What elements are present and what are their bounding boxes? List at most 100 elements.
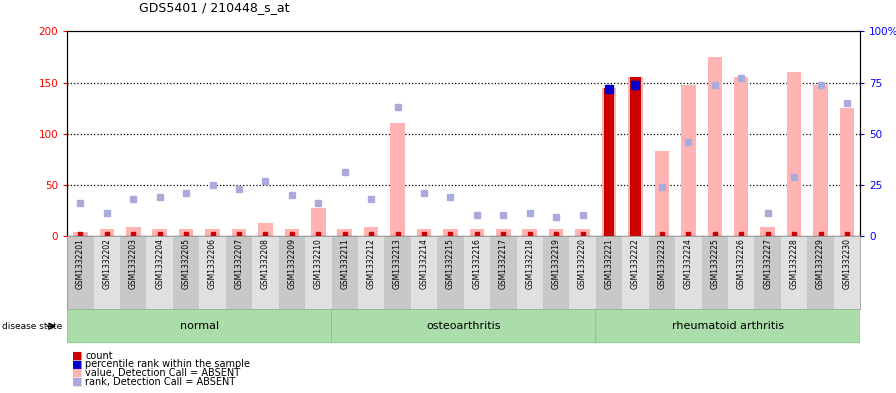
Bar: [199, 236, 226, 309]
Bar: [596, 236, 623, 309]
FancyBboxPatch shape: [67, 310, 332, 343]
Bar: [173, 236, 199, 309]
Bar: [833, 236, 860, 309]
Bar: [279, 236, 305, 309]
Bar: [754, 236, 780, 309]
Bar: [147, 236, 173, 309]
Text: GSM1332212: GSM1332212: [366, 238, 375, 289]
Text: GSM1332221: GSM1332221: [605, 238, 614, 289]
Bar: [570, 236, 596, 309]
Text: GSM1332227: GSM1332227: [763, 238, 772, 289]
Text: GSM1332204: GSM1332204: [155, 238, 164, 289]
Text: ■: ■: [72, 351, 82, 361]
Bar: [787, 72, 801, 236]
Text: count: count: [85, 351, 113, 361]
Text: GSM1332230: GSM1332230: [842, 238, 851, 289]
Bar: [734, 77, 748, 236]
Bar: [807, 236, 833, 309]
Bar: [543, 236, 570, 309]
Text: GDS5401 / 210448_s_at: GDS5401 / 210448_s_at: [139, 1, 289, 14]
Text: normal: normal: [180, 321, 219, 331]
FancyBboxPatch shape: [332, 310, 596, 343]
Text: GSM1332217: GSM1332217: [499, 238, 508, 289]
Bar: [410, 236, 437, 309]
Text: disease state: disease state: [2, 322, 62, 331]
Text: GSM1332201: GSM1332201: [76, 238, 85, 289]
Bar: [253, 236, 279, 309]
Text: GSM1332222: GSM1332222: [631, 238, 640, 289]
Bar: [152, 229, 167, 236]
Text: GSM1332218: GSM1332218: [525, 238, 534, 289]
Bar: [631, 77, 641, 236]
Bar: [258, 222, 272, 236]
Bar: [232, 229, 246, 236]
Text: GSM1332207: GSM1332207: [235, 238, 244, 289]
Bar: [655, 151, 669, 236]
Text: GSM1332224: GSM1332224: [684, 238, 693, 289]
Bar: [649, 236, 676, 309]
Bar: [549, 229, 564, 236]
Bar: [761, 227, 775, 236]
Text: GSM1332205: GSM1332205: [182, 238, 191, 289]
Text: GSM1332213: GSM1332213: [393, 238, 402, 289]
Text: GSM1332202: GSM1332202: [102, 238, 111, 289]
Text: GSM1332223: GSM1332223: [658, 238, 667, 289]
Bar: [120, 236, 146, 309]
Text: rheumatoid arthritis: rheumatoid arthritis: [672, 321, 784, 331]
Bar: [840, 108, 854, 236]
Bar: [305, 236, 332, 309]
Bar: [332, 236, 358, 309]
Bar: [67, 236, 93, 309]
Bar: [490, 236, 516, 309]
Text: GSM1332206: GSM1332206: [208, 238, 217, 289]
Bar: [575, 229, 590, 236]
Text: rank, Detection Call = ABSENT: rank, Detection Call = ABSENT: [85, 376, 236, 387]
Bar: [358, 236, 384, 309]
Bar: [364, 227, 378, 236]
Text: GSM1332225: GSM1332225: [711, 238, 719, 289]
Bar: [126, 227, 141, 236]
Bar: [602, 88, 616, 236]
Text: GSM1332214: GSM1332214: [419, 238, 428, 289]
Text: GSM1332203: GSM1332203: [129, 238, 138, 289]
Text: percentile rank within the sample: percentile rank within the sample: [85, 359, 250, 369]
Text: ■: ■: [72, 376, 82, 387]
Bar: [604, 88, 614, 236]
Text: ■: ■: [72, 359, 82, 369]
Text: GSM1332211: GSM1332211: [340, 238, 349, 289]
Bar: [391, 123, 405, 236]
Text: value, Detection Call = ABSENT: value, Detection Call = ABSENT: [85, 368, 240, 378]
Text: GSM1332210: GSM1332210: [314, 238, 323, 289]
Bar: [464, 236, 490, 309]
Text: GSM1332215: GSM1332215: [446, 238, 455, 289]
Bar: [470, 229, 484, 236]
Text: osteoarthritis: osteoarthritis: [426, 321, 501, 331]
Bar: [437, 236, 464, 309]
Text: GSM1332228: GSM1332228: [789, 238, 798, 289]
Bar: [93, 236, 120, 309]
Bar: [417, 229, 431, 236]
Bar: [338, 229, 352, 236]
Bar: [99, 229, 114, 236]
Bar: [728, 236, 754, 309]
Text: GSM1332216: GSM1332216: [472, 238, 481, 289]
Bar: [226, 236, 253, 309]
Bar: [179, 229, 194, 236]
Bar: [702, 236, 728, 309]
Text: GSM1332220: GSM1332220: [578, 238, 587, 289]
Bar: [285, 229, 299, 236]
Bar: [622, 236, 649, 309]
Bar: [311, 208, 325, 236]
Text: GSM1332219: GSM1332219: [552, 238, 561, 289]
Bar: [814, 84, 828, 236]
Bar: [708, 57, 722, 236]
Text: GSM1332208: GSM1332208: [261, 238, 270, 289]
Bar: [676, 236, 702, 309]
Bar: [517, 236, 543, 309]
Bar: [384, 236, 410, 309]
Bar: [780, 236, 807, 309]
Bar: [681, 84, 695, 236]
Bar: [496, 229, 511, 236]
Bar: [444, 229, 458, 236]
Text: GSM1332229: GSM1332229: [816, 238, 825, 289]
